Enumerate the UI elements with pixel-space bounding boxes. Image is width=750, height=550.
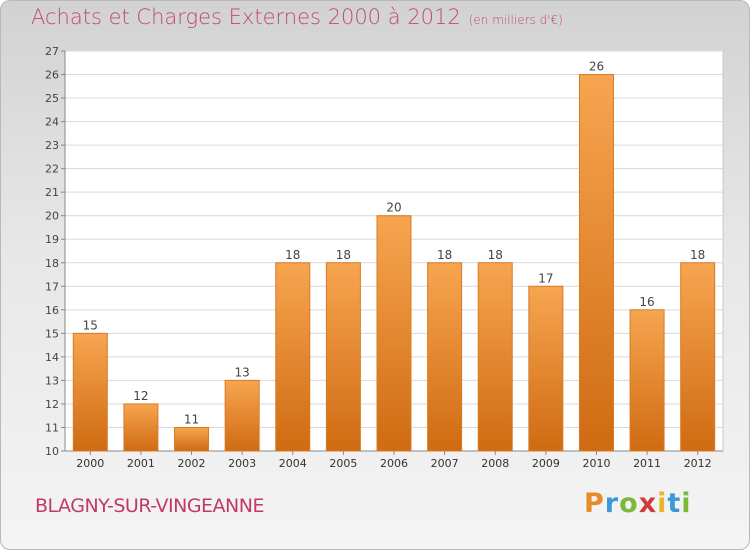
y-tick-label: 21 <box>45 186 59 199</box>
logo-letter: o <box>619 488 639 519</box>
data-label-2010: 26 <box>589 60 604 74</box>
y-tick-label: 16 <box>45 304 59 317</box>
x-tick-label: 2001 <box>127 457 155 470</box>
logo-letter: i <box>657 488 668 519</box>
x-tick-label: 2006 <box>380 457 408 470</box>
bar-2012 <box>680 262 716 452</box>
unit-label: (en milliers d'€) <box>468 13 563 27</box>
bar-2009 <box>528 285 564 452</box>
x-tick-label: 2008 <box>481 457 509 470</box>
bar-2007 <box>427 262 463 452</box>
bar-2006 <box>376 215 412 452</box>
bar-2008 <box>477 262 513 452</box>
x-tick-label: 2005 <box>329 457 357 470</box>
x-tick-label: 2002 <box>178 457 206 470</box>
y-tick-label: 27 <box>45 45 59 58</box>
data-label-2012: 18 <box>690 248 705 262</box>
x-tick-label: 2004 <box>279 457 307 470</box>
y-tick-label: 22 <box>45 163 59 176</box>
bar-2001 <box>123 403 159 452</box>
logo-letter: t <box>667 488 682 519</box>
y-tick-label: 18 <box>45 257 59 270</box>
data-label-2008: 18 <box>488 248 503 262</box>
logo-letter: i <box>681 488 692 519</box>
y-tick-label: 20 <box>45 210 59 223</box>
y-tick-label: 12 <box>45 398 59 411</box>
logo-letter: P <box>584 488 605 519</box>
bar-2004 <box>275 262 311 452</box>
y-tick-label: 24 <box>45 116 59 129</box>
title-text: Achats et Charges Externes 2000 à 2012 <box>31 5 461 29</box>
bar-2005 <box>325 262 361 452</box>
y-tick-label: 10 <box>45 445 59 458</box>
data-label-2001: 12 <box>133 389 148 403</box>
logo-letter: r <box>604 488 620 519</box>
bar-2000 <box>72 332 108 452</box>
y-tick-label: 17 <box>45 280 59 293</box>
bar-chart: 10 11 12 13 14 15 16 17 18 19 20 21 22 23 24 25 26 27 15 20… <box>45 45 724 470</box>
data-label-2004: 18 <box>285 248 300 262</box>
bar-2011 <box>629 309 665 452</box>
x-tick-label: 2000 <box>76 457 104 470</box>
chart-title: Achats et Charges Externes 2000 à 2012 (e… <box>31 5 563 29</box>
data-label-2000: 15 <box>83 318 98 332</box>
y-tick-label: 14 <box>45 351 59 364</box>
y-tick-label: 11 <box>45 421 59 434</box>
data-label-2003: 13 <box>235 365 250 379</box>
x-tick-label: 2003 <box>228 457 256 470</box>
data-label-2006: 20 <box>386 201 401 215</box>
data-label-2009: 17 <box>538 271 553 285</box>
plot-area: 10 11 12 13 14 15 16 17 18 19 20 21 22 23 24 25 26 27 15 20… <box>45 45 724 470</box>
proxiti-logo[interactable]: Proxiti <box>584 488 692 519</box>
y-tick-label: 23 <box>45 139 59 152</box>
data-label-2007: 18 <box>437 248 452 262</box>
bar-2003 <box>224 379 260 452</box>
data-label-2011: 16 <box>639 295 654 309</box>
data-label-2005: 18 <box>336 248 351 262</box>
y-tick-label: 19 <box>45 233 59 246</box>
x-tick-label: 2009 <box>532 457 560 470</box>
y-tick-label: 13 <box>45 374 59 387</box>
x-tick-label: 2010 <box>582 457 610 470</box>
bar-2002 <box>174 426 210 452</box>
y-tick-label: 26 <box>45 69 59 82</box>
x-tick-label: 2007 <box>431 457 459 470</box>
bar-2010 <box>578 74 614 452</box>
data-label-2002: 11 <box>184 412 199 426</box>
x-tick-label: 2012 <box>684 457 712 470</box>
logo-letter: x <box>638 488 658 519</box>
y-tick-label: 15 <box>45 327 59 340</box>
x-tick-label: 2011 <box>633 457 661 470</box>
commune-name: BLAGNY-SUR-VINGEANNE <box>35 495 264 517</box>
y-tick-label: 25 <box>45 92 59 105</box>
